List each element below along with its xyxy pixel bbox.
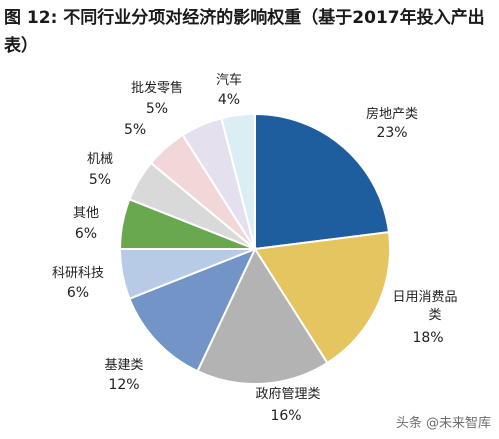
slice-name-label: 汽车 (216, 72, 242, 88)
figure-title-text: 不同行业分项对经济的影响权重（基于2017年投入产出表） (4, 8, 485, 56)
slice-percent-label: 6% (75, 226, 97, 242)
slice-name-label: 其他 (73, 206, 99, 221)
pie-slice (196, 246, 329, 385)
slice-name-label: 房地产类 (366, 106, 418, 122)
slice-name-label: 基建类 (104, 358, 143, 373)
slice-percent-label: 5% (146, 101, 168, 117)
pie-slice (220, 112, 256, 250)
slice-percent-label: 12% (108, 377, 139, 393)
slice-percent-label: 23% (376, 125, 407, 141)
stray-percent-label: 5% (124, 122, 147, 138)
pie-slice (253, 230, 391, 365)
slice-name-label: 科研科技 (52, 266, 104, 281)
slice-percent-label: 18% (412, 330, 443, 346)
slice-percent-label: 4% (218, 92, 240, 108)
slice-name-label: 批发零售 (131, 80, 183, 96)
slice-name-label-cont: 类 (428, 308, 441, 323)
pie-slice (128, 247, 257, 373)
pie-slices (118, 112, 391, 385)
figure-title: 图 12: 不同行业分项对经济的影响权重（基于2017年投入产出表） (4, 4, 494, 60)
figure-number: 图 12: (4, 8, 58, 28)
slice-name-label: 日用消费品 (392, 290, 457, 305)
pie-slice (254, 112, 391, 251)
slice-percent-label: 5% (89, 172, 111, 188)
slice-percent-label: 6% (67, 285, 89, 301)
slice-percent-label: 16% (270, 408, 301, 424)
slice-name-label: 政府管理类 (255, 387, 320, 402)
slice-name-label: 机械 (87, 152, 113, 167)
watermark: 头条 @未来智库 (395, 416, 491, 431)
